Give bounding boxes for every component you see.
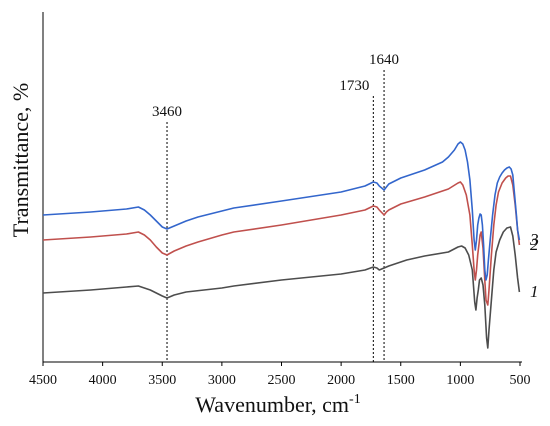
x-axis-title: Wavenumber, cm-1 bbox=[195, 392, 360, 417]
series-label-3: 3 bbox=[529, 230, 539, 249]
series-label-1: 1 bbox=[530, 282, 539, 301]
y-axis-title: Transmittance, % bbox=[8, 83, 33, 237]
plot-area: 4500 4000 3500 3000 2500 2000 1500 1000 500 3460… bbox=[29, 12, 539, 388]
x-tick-label: 1000 bbox=[446, 373, 474, 388]
x-tick-label: 3500 bbox=[148, 373, 176, 388]
annotation-lines bbox=[166, 70, 385, 362]
series-line-2 bbox=[42, 175, 521, 306]
x-tick-label: 3000 bbox=[208, 373, 236, 388]
annotation-label-1730: 1730 bbox=[339, 78, 369, 94]
series-line-3 bbox=[42, 141, 521, 281]
series-label-2: 2 bbox=[530, 235, 539, 254]
annotation-label-3460: 3460 bbox=[152, 104, 182, 120]
x-tick-label: 2500 bbox=[268, 373, 296, 388]
x-ticks: 4500 4000 3500 3000 2500 2000 1500 1000 500 bbox=[29, 362, 531, 388]
x-tick-label: 2000 bbox=[327, 373, 355, 388]
x-tick-label: 1500 bbox=[387, 373, 415, 388]
series-labels: 1 23 bbox=[529, 230, 539, 301]
series-line-1 bbox=[42, 226, 521, 349]
x-axis-title-superscript: -1 bbox=[349, 392, 361, 407]
x-axis-title-main: Wavenumber, cm bbox=[195, 392, 349, 417]
annotation-label-1640: 1640 bbox=[369, 52, 399, 68]
x-tick-label: 500 bbox=[510, 373, 531, 388]
x-tick-label: 4500 bbox=[29, 373, 57, 388]
series-layer bbox=[42, 141, 521, 349]
x-tick-label: 4000 bbox=[89, 373, 117, 388]
